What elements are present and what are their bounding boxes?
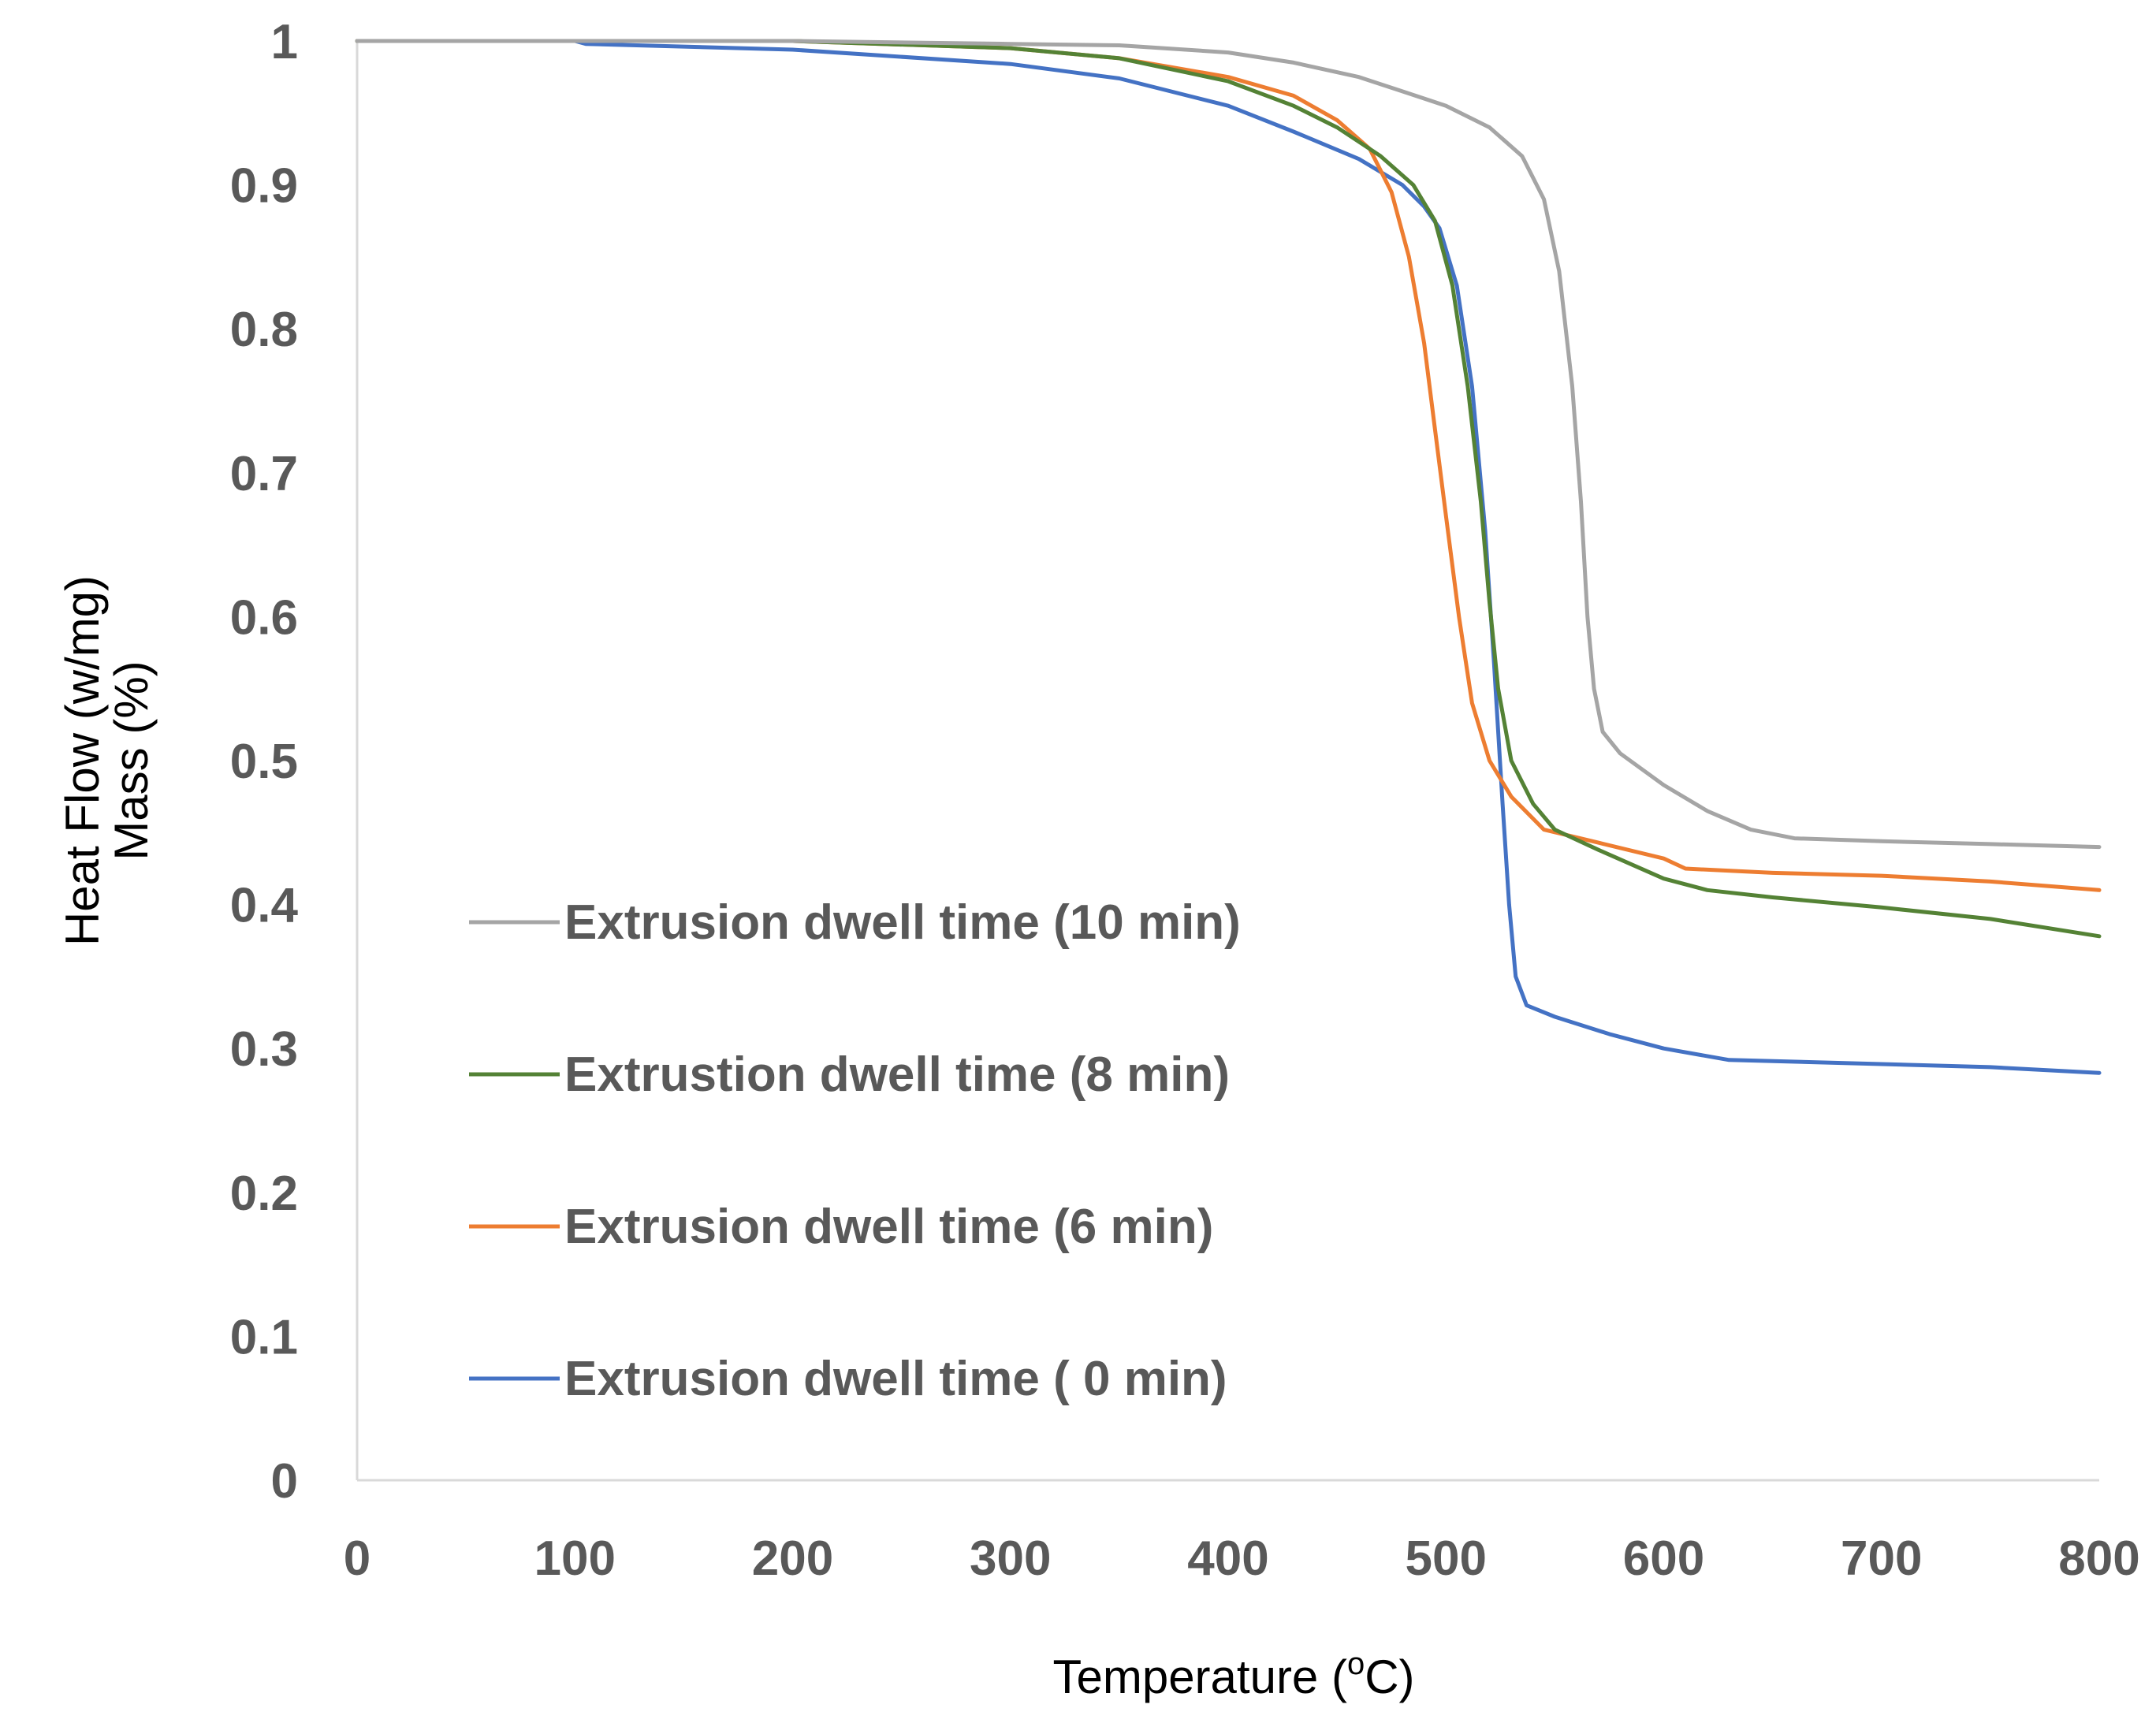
- legend-label: Extrustion dwell time (8 min): [564, 1048, 1230, 1102]
- y-tick-labels: 0 0.1 0.2 0.3 0.4 0.5 0.6 0.7 0.8 0.9 1: [230, 15, 299, 1509]
- x-tick-labels: 0 100 200 300 400 500 600 700 800: [344, 1531, 2140, 1586]
- axes: [356, 41, 2099, 1482]
- x-tick-label: 700: [1841, 1531, 1922, 1586]
- y-tick-label: 0.5: [230, 735, 298, 789]
- x-tick-label: 800: [2058, 1531, 2139, 1586]
- y-tick-label: 0.2: [230, 1167, 298, 1221]
- y-tick-label: 0.7: [230, 447, 298, 501]
- series-lines: [355, 39, 2102, 1075]
- x-axis-title-unit: C): [1365, 1650, 1414, 1703]
- x-tick-label: 500: [1406, 1531, 1487, 1586]
- series-line: [355, 39, 2102, 850]
- y-tick-label: 0.3: [230, 1022, 298, 1077]
- series-line: [355, 39, 2102, 1075]
- legend-label: Extrusion dwell time ( 0 min): [564, 1352, 1227, 1406]
- x-tick-label: 400: [1187, 1531, 1268, 1586]
- y-axis-title-line-2: Mass (%): [105, 661, 158, 860]
- x-axis-title-degree: o: [1347, 1647, 1365, 1681]
- x-tick-label: 600: [1623, 1531, 1704, 1586]
- x-tick-label: 300: [970, 1531, 1051, 1586]
- x-tick-label: 200: [752, 1531, 833, 1586]
- legend-item: Extrusion dwell time (10 min): [469, 895, 1241, 950]
- y-tick-label: 0.9: [230, 159, 298, 214]
- y-tick-label: 0.6: [230, 590, 298, 645]
- y-axis-title-line-1: Heat Flow (w/mg): [56, 575, 109, 946]
- legend-item: Extrusion dwell time ( 0 min): [469, 1352, 1227, 1406]
- legend-label: Extrusion dwell time (10 min): [564, 895, 1241, 950]
- y-tick-label: 0.1: [230, 1310, 298, 1364]
- y-tick-label: 0.8: [230, 303, 298, 357]
- y-axis-title: Heat Flow (w/mg) Mass (%): [56, 575, 158, 946]
- x-tick-label: 0: [344, 1531, 371, 1586]
- y-tick-label: 0.4: [230, 879, 299, 933]
- legend: Extrusion dwell time (10 min) Extrustion …: [469, 895, 1241, 1406]
- legend-label: Extrusion dwell time (6 min): [564, 1200, 1213, 1254]
- y-tick-label: 1: [271, 15, 298, 69]
- legend-item: Extrusion dwell time (6 min): [469, 1200, 1213, 1254]
- x-axis-title: Temperature (oC): [1052, 1647, 1414, 1703]
- legend-item: Extrustion dwell time (8 min): [469, 1048, 1230, 1102]
- series-line: [355, 39, 2102, 892]
- series-line: [355, 39, 2102, 939]
- x-tick-label: 100: [534, 1531, 616, 1586]
- y-tick-label: 0: [271, 1454, 298, 1509]
- x-axis-title-main: Temperature (: [1052, 1650, 1346, 1703]
